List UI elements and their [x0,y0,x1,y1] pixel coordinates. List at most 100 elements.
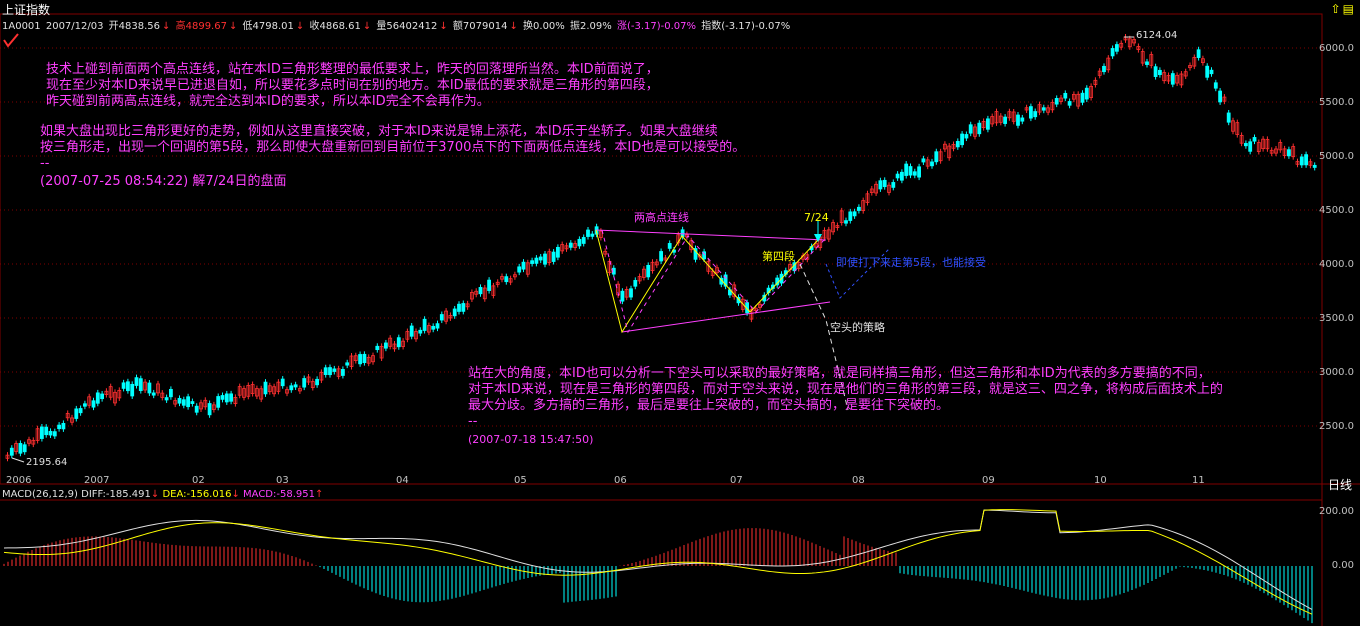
candle [100,391,104,402]
candle [1136,43,1141,53]
candle [857,204,861,214]
candle [138,375,143,394]
candle [1102,63,1106,75]
candle [538,253,543,263]
candle [134,374,139,389]
candle [1166,72,1171,85]
candle [986,115,990,133]
candle [396,334,401,350]
candle [590,231,595,240]
candle [293,381,298,390]
candle [177,395,182,407]
candle [332,365,337,375]
candle [835,222,840,231]
candle [1252,134,1257,145]
check-icon [3,33,19,48]
candle [951,141,956,152]
candle [826,226,831,243]
candle [1265,136,1270,152]
candle [452,305,457,319]
candle [242,385,246,401]
label-two-highs: 两高点连线 [634,211,689,224]
candle [203,397,208,410]
candle [27,436,31,447]
candle [925,156,930,170]
candle [431,323,436,333]
candle [401,338,406,350]
candle [1093,77,1098,88]
candle [147,380,152,396]
candle [358,351,363,367]
candle [250,381,255,397]
candle [633,277,638,290]
candle [1226,109,1231,126]
candle [869,185,874,196]
candle [216,393,221,411]
candle [117,387,122,401]
candle [383,339,388,352]
candle [405,328,410,343]
candle [882,177,887,190]
candle [9,445,14,459]
candle [603,248,608,258]
candle [642,266,646,281]
candle [362,351,367,366]
period-button[interactable]: 日线 [1328,478,1353,492]
label-bear-strategy: 空头的策略 [830,321,885,334]
candle [1170,70,1175,88]
candle [844,217,848,227]
candle [353,352,358,364]
time-tick: 04 [396,475,409,486]
candle [1054,95,1059,108]
candle [52,428,57,439]
candle [930,158,934,169]
time-tick: 05 [514,475,527,486]
candle [1295,158,1300,168]
candle [448,312,453,321]
quote-date: 2007/12/03 [45,21,104,32]
candle [586,227,590,240]
candle [732,281,737,300]
candle [74,405,79,422]
candle [1046,104,1050,116]
candle [564,242,569,252]
candle [861,197,866,214]
candle [1158,67,1162,78]
candle [469,289,474,303]
candle [1115,41,1119,55]
candle [280,376,285,389]
candle [620,288,625,305]
candle [302,375,307,391]
candle [960,131,964,148]
price-tick: 2500.0 [1319,421,1354,432]
candle [65,410,70,421]
candle [1140,48,1145,67]
candle [491,282,496,299]
candle [328,364,332,378]
settings-icon[interactable]: ▤ [1342,2,1356,16]
candle [981,118,986,131]
candle [1063,90,1068,102]
candle [487,277,492,294]
index-title: 上证指数 [2,3,51,17]
candle [831,219,835,235]
candle [160,390,165,401]
candle [289,382,294,393]
candle [1084,85,1089,103]
candle [1029,103,1033,122]
candle [1007,108,1012,121]
candle [1179,71,1184,88]
candle [18,440,23,457]
candle [211,401,216,413]
toolbar-icons[interactable]: ⇧▤ [1331,2,1356,16]
candle [1072,91,1076,103]
candle [14,440,19,455]
candle [568,240,573,251]
candle [474,288,479,298]
candle [495,279,500,288]
candle [375,343,380,353]
candle [5,452,10,462]
candle [1239,132,1244,147]
up-arrow-icon[interactable]: ⇧ [1330,2,1343,16]
